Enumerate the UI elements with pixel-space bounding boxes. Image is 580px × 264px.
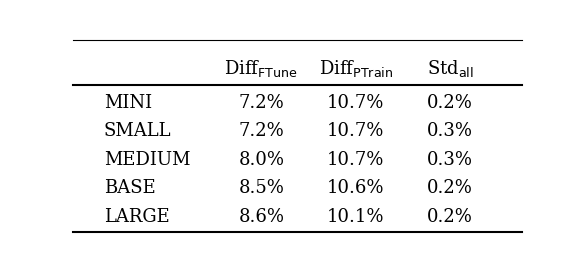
Text: Diff$_{\mathrm{PTrain}}$: Diff$_{\mathrm{PTrain}}$ (318, 58, 393, 79)
Text: 0.3%: 0.3% (427, 122, 473, 140)
Text: SMALL: SMALL (104, 122, 172, 140)
Text: LARGE: LARGE (104, 208, 170, 226)
Text: 10.1%: 10.1% (327, 208, 385, 226)
Text: Std$_{\mathrm{all}}$: Std$_{\mathrm{all}}$ (427, 58, 473, 79)
Text: 10.7%: 10.7% (327, 122, 385, 140)
Text: 7.2%: 7.2% (238, 122, 284, 140)
Text: 8.0%: 8.0% (238, 151, 284, 169)
Text: 8.6%: 8.6% (238, 208, 284, 226)
Text: 0.2%: 0.2% (427, 94, 473, 112)
Text: 10.6%: 10.6% (327, 179, 385, 197)
Text: MINI: MINI (104, 94, 152, 112)
Text: 10.7%: 10.7% (327, 94, 385, 112)
Text: 10.7%: 10.7% (327, 151, 385, 169)
Text: MEDIUM: MEDIUM (104, 151, 190, 169)
Text: 0.3%: 0.3% (427, 151, 473, 169)
Text: Diff$_{\mathrm{FTune}}$: Diff$_{\mathrm{FTune}}$ (224, 58, 298, 79)
Text: 7.2%: 7.2% (238, 94, 284, 112)
Text: BASE: BASE (104, 179, 155, 197)
Text: 0.2%: 0.2% (427, 179, 473, 197)
Text: 8.5%: 8.5% (238, 179, 284, 197)
Text: 0.2%: 0.2% (427, 208, 473, 226)
